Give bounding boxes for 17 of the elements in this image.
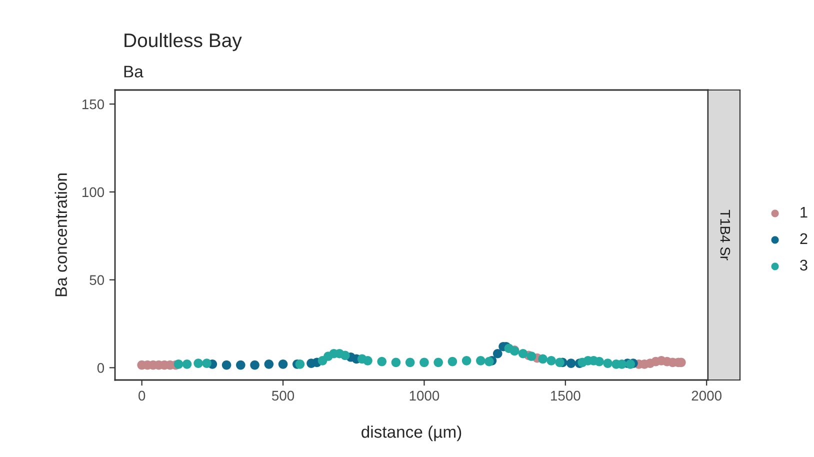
x-axis-title: distance (µm)	[362, 426, 462, 442]
chart-subtitle: Ba	[124, 66, 144, 78]
x-tick-label: 0	[138, 390, 146, 401]
y-tick-label: 100	[82, 187, 104, 198]
y-tick-label: 0	[97, 363, 104, 373]
x-tick-label: 2000	[692, 390, 722, 401]
legend-label: 3	[800, 260, 808, 271]
text: T1B4 Sr	[720, 210, 730, 260]
chart-title: Doultless Bay	[124, 32, 242, 52]
y-tick-label: 150	[82, 99, 104, 110]
x-tick-label: 1500	[551, 390, 580, 401]
x-tick-label: 500	[272, 390, 294, 401]
legend-label: 2	[800, 233, 808, 244]
legend-label: 1	[800, 206, 808, 218]
y-tick-label: 50	[90, 275, 104, 285]
x-tick-label: 1000	[410, 390, 440, 401]
y-axis-title: Ba concentration	[54, 174, 68, 296]
